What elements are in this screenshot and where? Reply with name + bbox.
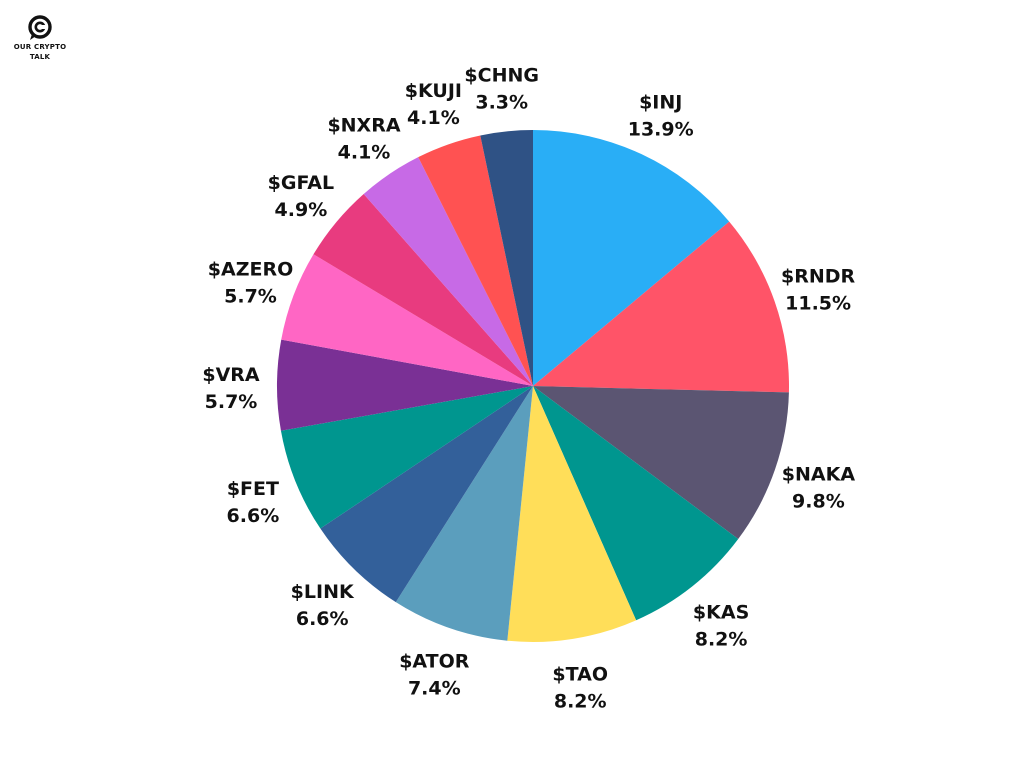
slice-value-fet: 6.6%	[227, 505, 280, 527]
slice-label-fet: $FET	[227, 478, 279, 500]
slice-value-tao: 8.2%	[554, 690, 607, 712]
pie-slice-vra	[276, 339, 533, 431]
slice-label-link: $LINK	[291, 581, 355, 603]
slice-value-chng: 3.3%	[475, 92, 528, 114]
slice-label-vra: $VRA	[202, 364, 260, 386]
slice-value-rndr: 11.5%	[785, 292, 851, 314]
slice-value-gfal: 4.9%	[275, 199, 328, 221]
pie-slice-kas	[533, 386, 739, 621]
slice-value-kas: 8.2%	[695, 628, 748, 650]
pie-slice-rndr	[533, 221, 790, 393]
slice-label-tao: $TAO	[552, 663, 608, 685]
slice-label-gfal: $GFAL	[268, 172, 334, 194]
slice-value-nxra: 4.1%	[338, 142, 391, 164]
pie-slice-azero	[281, 254, 533, 386]
logo-text-line1: OUR CRYPTO	[13, 43, 67, 51]
slice-label-nxra: $NXRA	[327, 115, 400, 137]
slice-label-kas: $KAS	[693, 601, 749, 623]
slice-value-vra: 5.7%	[205, 391, 258, 413]
slice-value-link: 6.6%	[296, 608, 349, 630]
logo-icon	[28, 15, 52, 40]
slice-label-chng: $CHNG	[464, 65, 539, 87]
pie-slice-link	[320, 386, 533, 603]
pie-slice-fet	[280, 386, 533, 529]
slice-value-inj: 13.9%	[628, 118, 694, 140]
pie-slice-inj	[533, 130, 730, 386]
pie-slices	[276, 129, 790, 643]
pie-slice-kuji	[418, 135, 533, 386]
logo-text-line2: TALK	[29, 53, 51, 61]
pie-slice-ator	[395, 386, 533, 641]
pie-labels: $INJ 13.9% $RNDR 11.5% $NAKA 9.8% $KAS 8.2% $TAO…	[202, 65, 855, 713]
pie-slice-gfal	[313, 193, 533, 386]
slice-value-kuji: 4.1%	[407, 107, 460, 129]
pie-slice-naka	[533, 386, 789, 540]
brand-logo: OUR CRYPTO TALK	[10, 14, 70, 62]
pie-slice-tao	[507, 386, 637, 643]
pie-slice-chng	[480, 129, 533, 386]
slice-label-naka: $NAKA	[782, 464, 856, 486]
slice-value-ator: 7.4%	[408, 677, 461, 699]
slice-label-azero: $AZERO	[208, 258, 293, 280]
slice-value-naka: 9.8%	[792, 491, 845, 513]
slice-value-azero: 5.7%	[224, 285, 277, 307]
slice-label-ator: $ATOR	[399, 650, 470, 672]
pie-slice-nxra	[363, 157, 533, 386]
slice-label-inj: $INJ	[639, 91, 682, 113]
slice-label-kuji: $KUJI	[405, 80, 462, 102]
slice-label-rndr: $RNDR	[781, 265, 856, 287]
